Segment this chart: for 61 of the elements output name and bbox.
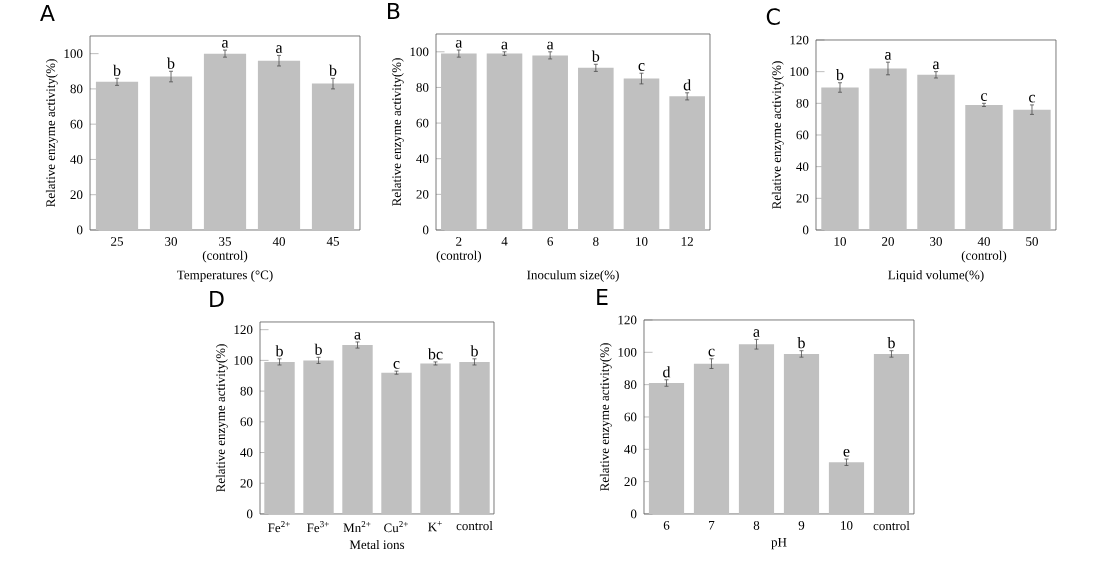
annotation: b [591,50,600,62]
bar [965,104,1003,230]
bar [486,53,523,230]
annotation: b [275,345,283,357]
annotation: b [835,69,844,81]
bar [669,96,705,230]
bar [623,78,660,230]
annotation: b [887,337,895,349]
annotation: c [1029,94,1036,103]
bar [381,372,412,514]
annotation: a [547,41,554,50]
annotation: d [663,366,671,378]
bar [459,361,490,514]
bar [738,344,775,514]
bar [783,353,820,514]
chart-title: E [597,288,608,305]
annotation: a [932,61,940,70]
bar [95,81,139,230]
bar [532,55,568,230]
chart-title: A [40,4,55,21]
annotation: b [314,343,322,355]
bar [693,363,730,514]
bar [203,53,247,230]
bar [578,67,614,230]
annotation: d [683,79,691,91]
bar [648,383,685,514]
annotation: a [354,331,361,340]
bar [1013,109,1051,230]
annotation: bc [427,348,443,360]
bar [257,60,301,230]
annotation: a [753,329,760,337]
annotation: a [501,41,508,50]
annotation: a [222,40,229,48]
bar [342,345,373,514]
chart-title: D [210,290,224,307]
annotation: b [797,337,805,349]
chart-title: B [388,2,400,19]
annotation: b [470,345,478,357]
annotation: c [393,361,400,369]
bar [311,83,355,230]
bar [420,363,451,514]
bar [917,74,955,230]
annotation: c [638,63,645,71]
bar [149,76,193,230]
annotation: c [708,348,715,357]
annotation: a [455,39,463,48]
annotation: a [276,45,283,53]
bar [441,53,477,230]
bar [264,361,295,514]
bar [303,360,334,514]
annotation: b [167,57,175,69]
chart-title: C [766,8,780,25]
annotation: e [843,448,850,457]
annotation: b [329,64,337,76]
annotation: a [885,52,892,60]
bar [828,462,865,514]
bar [821,87,859,230]
bar [869,68,907,230]
bar [873,353,910,514]
annotation: b [113,64,121,76]
annotation: c [981,93,988,101]
